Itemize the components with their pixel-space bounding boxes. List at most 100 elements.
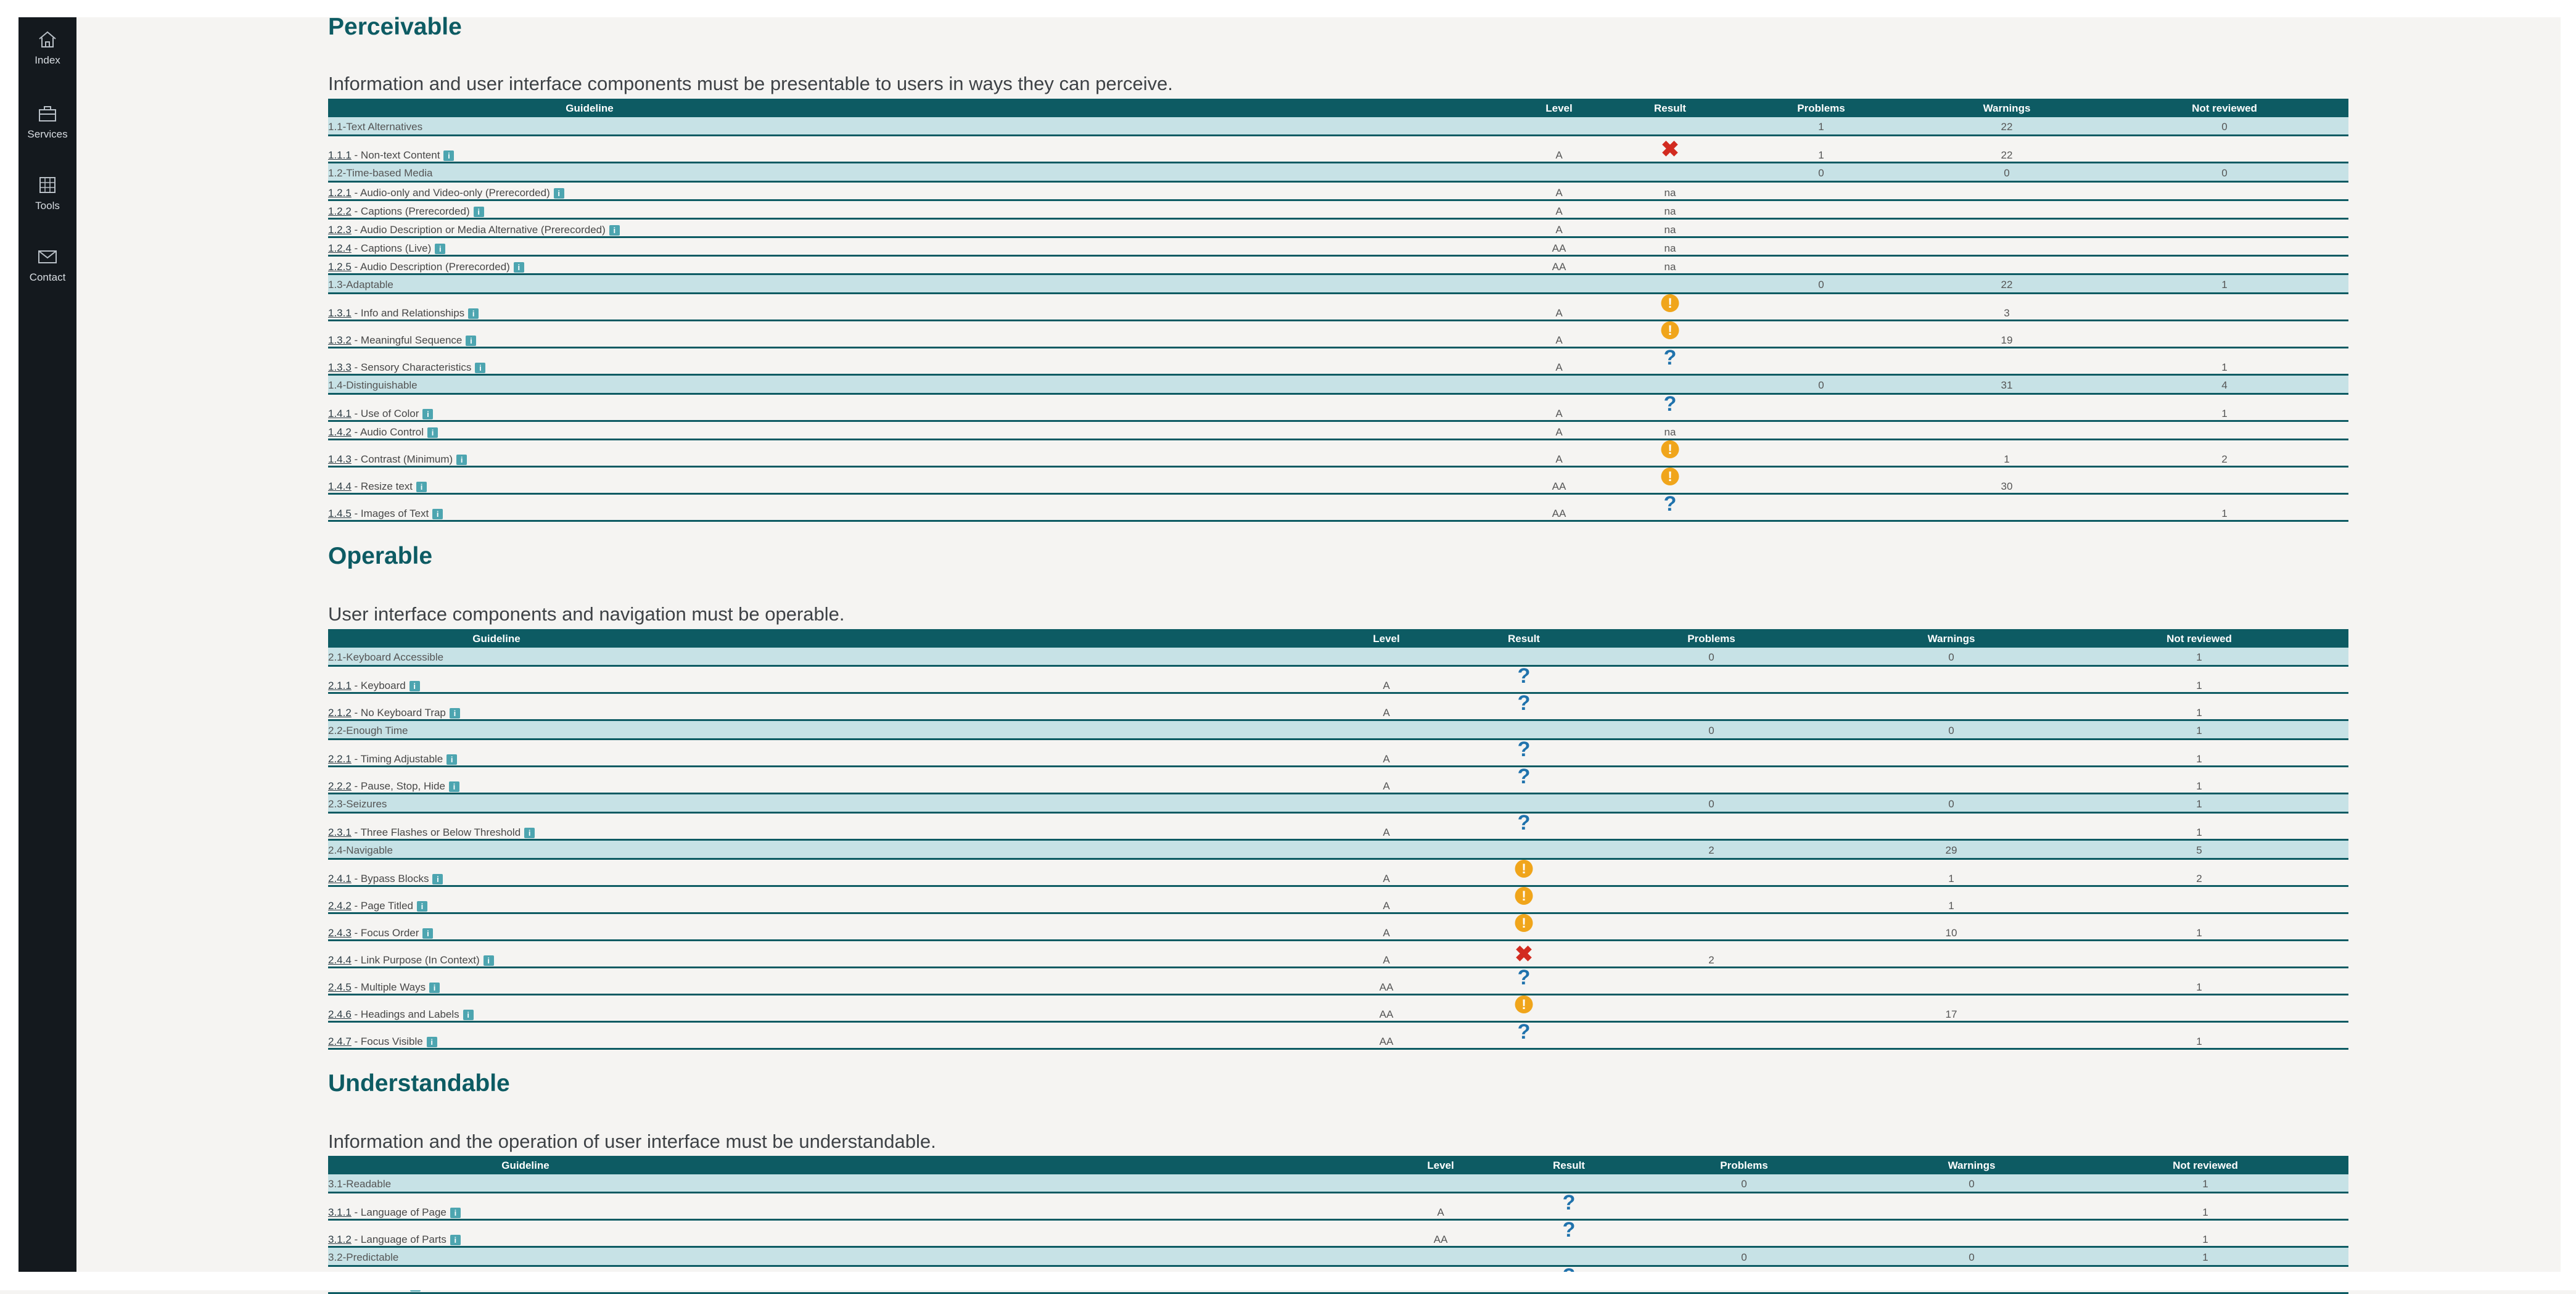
column-header-not-reviewed[interactable]: Not reviewed (2173, 1160, 2238, 1171)
info-icon[interactable]: i (409, 681, 420, 692)
guideline-row: 1.4.5 - Images of Text i AA? 1 (328, 492, 2348, 522)
guideline-row: 1.1.1 - Non-text Content i A ✖ 1 22 (328, 136, 2348, 163)
nav-item-tools[interactable]: Tools (19, 174, 76, 212)
guideline-number-link[interactable]: 1.2.4 (328, 242, 352, 254)
guideline-title: - Language of Page (351, 1206, 446, 1218)
column-header-result[interactable]: Result (1508, 633, 1540, 645)
info-icon[interactable]: i (446, 754, 458, 765)
guideline-number-link[interactable]: 1.4.1 (328, 408, 352, 419)
guideline-name: 2.4.1 - Bypass Blocks i (328, 873, 443, 885)
info-icon[interactable]: i (524, 828, 535, 839)
not-reviewed-count: 1 (2196, 651, 2202, 663)
column-header-level[interactable]: Level (1545, 102, 1573, 114)
guideline-title: - Three Flashes or Below Threshold (351, 826, 521, 838)
guideline-number-link[interactable]: 2.4.4 (328, 954, 352, 966)
info-icon[interactable]: i (450, 1208, 461, 1219)
guideline-name: 1.2.4 - Captions (Live) i (328, 242, 446, 255)
info-icon[interactable]: i (463, 1010, 474, 1021)
guideline-number-link[interactable]: 2.1.1 (328, 680, 352, 691)
info-icon[interactable]: i (416, 482, 427, 493)
info-icon[interactable]: i (449, 708, 460, 719)
column-header-problems[interactable]: Problems (1687, 633, 1735, 645)
info-icon[interactable]: i (456, 455, 467, 466)
guideline-title: - Headings and Labels (351, 1008, 459, 1020)
guideline-number-link[interactable]: 2.2.2 (328, 780, 352, 792)
column-header-problems[interactable]: Problems (1797, 102, 1845, 114)
guideline-number-link[interactable]: 1.4.2 (328, 426, 352, 438)
guideline-number-link[interactable]: 1.4.3 (328, 453, 352, 465)
column-header-guideline[interactable]: Guideline (472, 633, 521, 645)
info-icon[interactable]: i (483, 955, 494, 966)
column-header-warnings[interactable]: Warnings (1927, 633, 1975, 645)
guideline-number-link[interactable]: 3.1.1 (328, 1206, 352, 1218)
guideline-number-link[interactable]: 1.2.5 (328, 261, 352, 273)
guideline-number-link[interactable]: 1.3.3 (328, 361, 352, 373)
column-header-guideline[interactable]: Guideline (501, 1160, 549, 1171)
nav-item-contact[interactable]: Contact (19, 245, 76, 284)
guideline-number-link[interactable]: 2.4.3 (328, 927, 352, 939)
info-icon[interactable]: i (475, 363, 486, 374)
column-header-warnings[interactable]: Warnings (1983, 102, 2031, 114)
guideline-number-link[interactable]: 2.1.2 (328, 707, 352, 719)
guideline-number-link[interactable]: 1.2.3 (328, 224, 352, 236)
info-icon[interactable]: i (416, 901, 427, 912)
info-icon[interactable]: i (422, 928, 434, 939)
column-header-result[interactable]: Result (1654, 102, 1686, 114)
column-header-not-reviewed[interactable]: Not reviewed (2167, 633, 2232, 645)
info-icon[interactable]: i (443, 150, 455, 162)
guideline-number-link[interactable]: 1.4.4 (328, 480, 352, 492)
category-row: 2.2-Enough Time 0 0 1 (328, 721, 2348, 740)
guideline-number-link[interactable]: 1.2.1 (328, 187, 352, 199)
guideline-title: - Non-text Content (351, 149, 440, 161)
column-header-level[interactable]: Level (1427, 1160, 1454, 1171)
info-icon[interactable]: i (422, 409, 434, 420)
info-icon[interactable]: i (432, 509, 443, 520)
guideline-number-link[interactable]: 2.4.6 (328, 1008, 352, 1020)
problems-count: 1 (1818, 149, 1824, 161)
guideline-title: - Captions (Prerecorded) (351, 205, 470, 217)
column-header-not-reviewed[interactable]: Not reviewed (2192, 102, 2257, 114)
level-cell: A (1555, 453, 1563, 465)
guideline-number-link[interactable]: 1.2.2 (328, 205, 352, 217)
guideline-number-link[interactable]: 1.3.2 (328, 334, 352, 346)
guideline-number-link[interactable]: 2.2.1 (328, 753, 352, 765)
guideline-number-link[interactable]: 1.4.5 (328, 508, 352, 519)
info-icon[interactable]: i (473, 207, 484, 218)
column-header-guideline[interactable]: Guideline (566, 102, 614, 114)
column-header-result[interactable]: Result (1553, 1160, 1585, 1171)
info-icon[interactable]: i (513, 262, 524, 273)
info-icon[interactable]: i (432, 874, 443, 885)
info-icon[interactable]: i (427, 427, 438, 439)
info-icon[interactable]: i (468, 308, 479, 319)
guideline-name: 1.4.5 - Images of Text i (328, 508, 443, 520)
guideline-number-link[interactable]: 1.3.1 (328, 307, 352, 319)
info-icon[interactable]: i (426, 1037, 437, 1048)
level-cell: AA (1379, 1008, 1394, 1020)
guideline-number-link[interactable]: 1.1.1 (328, 149, 352, 161)
nav-item-index[interactable]: Index (19, 28, 76, 67)
guideline-number-link[interactable]: 2.4.2 (328, 900, 352, 912)
info-icon[interactable]: i (450, 1235, 461, 1246)
info-icon[interactable]: i (609, 225, 620, 236)
guideline-number-link[interactable]: 2.4.5 (328, 981, 352, 993)
info-icon[interactable]: i (435, 244, 446, 255)
info-icon[interactable]: i (466, 336, 477, 347)
info-icon[interactable]: i (448, 781, 459, 793)
guideline-number-link[interactable]: 2.3.1 (328, 826, 352, 838)
nav-item-services[interactable]: Services (19, 102, 76, 141)
level-cell: A (1383, 753, 1390, 765)
column-header-problems[interactable]: Problems (1720, 1160, 1768, 1171)
info-icon[interactable]: i (553, 188, 564, 199)
review-icon: ? (1562, 1218, 1576, 1242)
window-bottom-margin (0, 1272, 2576, 1290)
guideline-number-link[interactable]: 2.4.1 (328, 873, 352, 884)
guideline-number-link[interactable]: 3.1.2 (328, 1234, 352, 1245)
column-header-warnings[interactable]: Warnings (1948, 1160, 1996, 1171)
guideline-row: 2.3.1 - Three Flashes or Below Threshold… (328, 811, 2348, 841)
warning-icon: ! (1661, 294, 1679, 312)
guideline-number-link[interactable]: 2.4.7 (328, 1036, 352, 1047)
guideline-name: 1.3.3 - Sensory Characteristics i (328, 361, 486, 374)
column-header-level[interactable]: Level (1373, 633, 1400, 645)
guideline-title: - Link Purpose (In Context) (351, 954, 480, 966)
info-icon[interactable]: i (429, 983, 440, 994)
